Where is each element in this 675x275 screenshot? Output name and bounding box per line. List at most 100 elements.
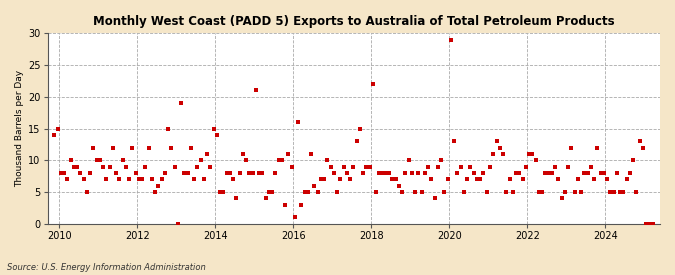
Point (377, 171, 388, 175)
Point (351, 139, 362, 144)
Point (309, 183, 320, 188)
Point (488, 152, 499, 156)
Point (273, 158, 284, 163)
Point (143, 145, 154, 150)
Point (319, 177, 329, 182)
Point (589, 177, 599, 182)
Point (647, 222, 658, 226)
Point (117, 158, 128, 163)
Point (637, 145, 648, 150)
Point (280, 203, 291, 207)
Point (254, 171, 265, 175)
Point (72, 164, 82, 169)
Point (595, 171, 606, 175)
Point (387, 177, 398, 182)
Title: Monthly West Coast (PADD 5) Exports to Australia of Total Petroleum Products: Monthly West Coast (PADD 5) Exports to A… (93, 15, 615, 28)
Point (540, 171, 551, 175)
Point (433, 164, 443, 169)
Point (286, 164, 297, 169)
Point (257, 171, 268, 175)
Point (494, 145, 505, 150)
Point (127, 145, 138, 150)
Point (338, 164, 349, 169)
Point (439, 190, 450, 194)
Point (374, 171, 385, 175)
Point (95, 158, 105, 163)
Point (410, 190, 421, 194)
Point (150, 190, 161, 194)
Point (524, 152, 535, 156)
Point (169, 164, 180, 169)
Point (549, 164, 560, 169)
Point (426, 177, 437, 182)
Point (429, 196, 440, 200)
Point (491, 139, 502, 144)
Point (462, 177, 472, 182)
Point (553, 177, 564, 182)
Point (585, 164, 596, 169)
Point (543, 171, 554, 175)
Point (569, 190, 580, 194)
Point (205, 164, 216, 169)
Point (202, 152, 213, 156)
Point (364, 164, 375, 169)
Point (163, 126, 173, 131)
Point (182, 171, 193, 175)
Point (299, 190, 310, 194)
Point (111, 171, 122, 175)
Point (605, 190, 616, 194)
Point (345, 177, 356, 182)
Point (472, 177, 483, 182)
Point (198, 177, 209, 182)
Point (221, 171, 232, 175)
Point (263, 190, 274, 194)
Point (527, 152, 538, 156)
Point (52, 126, 63, 131)
Point (101, 177, 112, 182)
Point (231, 196, 242, 200)
Point (478, 171, 489, 175)
Point (468, 171, 479, 175)
Point (631, 190, 642, 194)
Point (579, 171, 590, 175)
Point (446, 37, 456, 42)
Point (85, 171, 96, 175)
Point (192, 164, 203, 169)
Point (423, 164, 433, 169)
Point (277, 158, 288, 163)
Point (157, 177, 167, 182)
Point (270, 171, 281, 175)
Point (124, 177, 134, 182)
Point (371, 190, 381, 194)
Point (137, 177, 148, 182)
Point (520, 164, 531, 169)
Point (290, 215, 300, 220)
Point (306, 152, 317, 156)
Point (576, 190, 587, 194)
Point (358, 171, 369, 175)
Point (592, 145, 603, 150)
Point (517, 177, 528, 182)
Point (624, 171, 635, 175)
Point (465, 164, 476, 169)
Point (134, 177, 144, 182)
Point (504, 177, 515, 182)
Point (62, 177, 73, 182)
Point (283, 152, 294, 156)
Point (166, 145, 177, 150)
Point (313, 190, 323, 194)
Point (514, 171, 524, 175)
Point (78, 177, 89, 182)
Point (348, 164, 359, 169)
Point (65, 158, 76, 163)
Point (497, 152, 508, 156)
Point (628, 158, 639, 163)
Point (582, 171, 593, 175)
Point (234, 171, 245, 175)
Point (530, 158, 541, 163)
Point (209, 126, 219, 131)
Point (241, 158, 252, 163)
Point (293, 120, 304, 124)
Point (211, 133, 222, 137)
Point (107, 145, 118, 150)
